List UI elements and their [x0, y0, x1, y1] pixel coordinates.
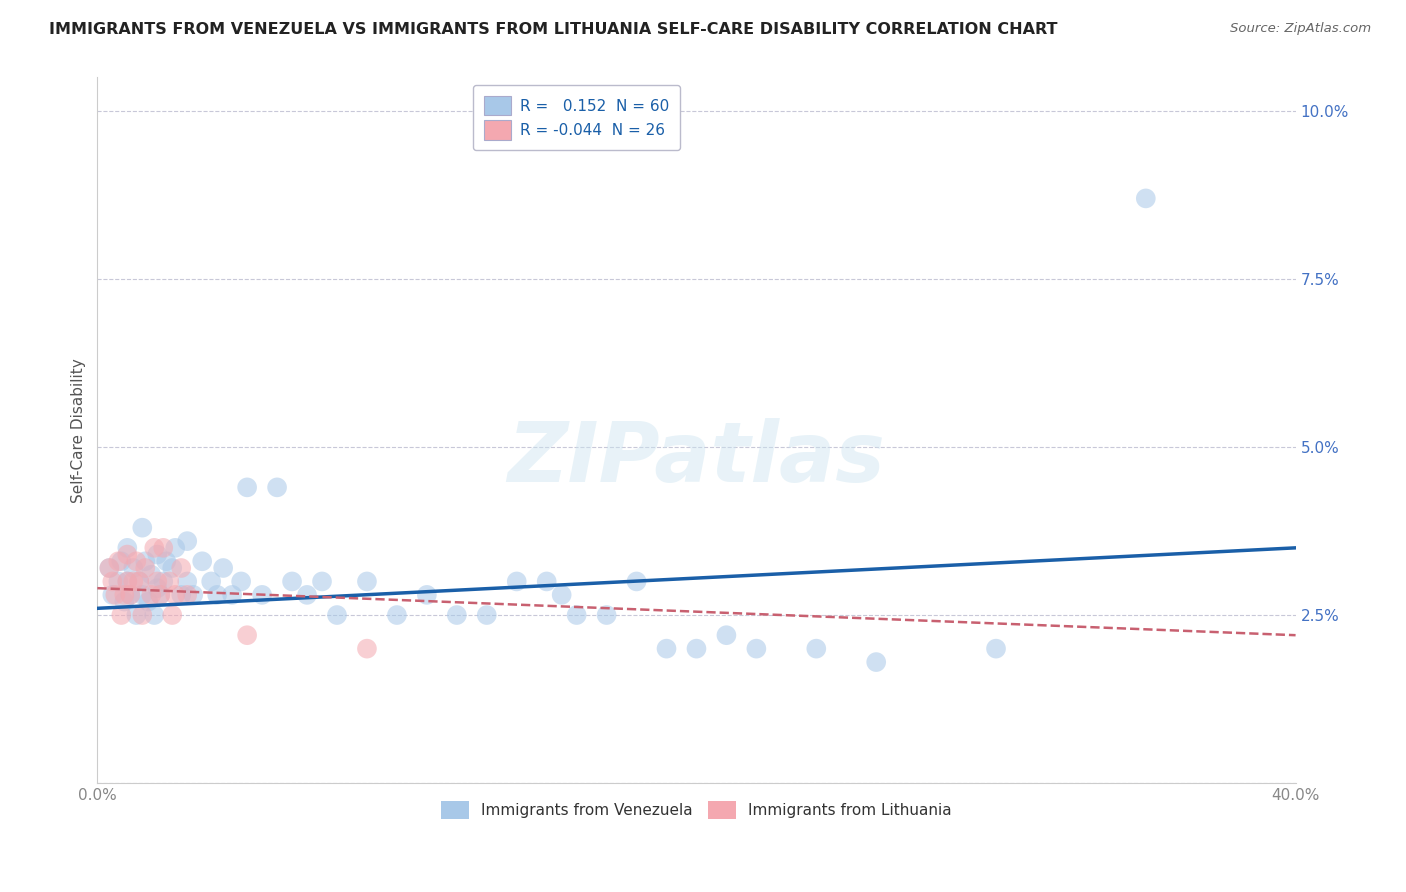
Point: [236, 480, 259, 494]
Point: [170, 588, 193, 602]
Point: [117, 574, 139, 589]
Y-axis label: Self-Care Disability: Self-Care Disability: [72, 358, 86, 502]
Point: [125, 554, 148, 568]
Point: [101, 574, 124, 589]
Point: [984, 641, 1007, 656]
Point: [165, 588, 187, 602]
Point: [231, 574, 253, 589]
Point: [98, 561, 121, 575]
Point: [149, 588, 172, 602]
Point: [446, 608, 468, 623]
Point: [475, 608, 498, 623]
Point: [107, 574, 129, 589]
Point: [626, 574, 648, 589]
Point: [205, 588, 228, 602]
Point: [128, 574, 150, 589]
Point: [131, 521, 153, 535]
Point: [141, 588, 163, 602]
Legend: Immigrants from Venezuela, Immigrants from Lithuania: Immigrants from Venezuela, Immigrants fr…: [436, 795, 957, 825]
Point: [416, 588, 439, 602]
Text: ZIPatlas: ZIPatlas: [508, 418, 886, 499]
Point: [356, 574, 378, 589]
Point: [176, 588, 198, 602]
Point: [155, 554, 177, 568]
Point: [117, 541, 139, 555]
Point: [128, 574, 150, 589]
Point: [146, 548, 169, 562]
Point: [141, 567, 163, 582]
Text: Source: ZipAtlas.com: Source: ZipAtlas.com: [1230, 22, 1371, 36]
Point: [745, 641, 768, 656]
Point: [134, 554, 156, 568]
Point: [165, 541, 187, 555]
Point: [356, 641, 378, 656]
Point: [716, 628, 738, 642]
Point: [122, 561, 145, 575]
Point: [806, 641, 828, 656]
Point: [131, 608, 153, 623]
Point: [281, 574, 304, 589]
Point: [120, 588, 142, 602]
Point: [112, 594, 135, 608]
Point: [146, 574, 169, 589]
Point: [98, 561, 121, 575]
Point: [865, 655, 887, 669]
Point: [107, 554, 129, 568]
Point: [191, 554, 214, 568]
Point: [506, 574, 529, 589]
Point: [295, 588, 318, 602]
Point: [117, 548, 139, 562]
Point: [149, 588, 172, 602]
Point: [266, 480, 288, 494]
Point: [152, 574, 174, 589]
Point: [157, 574, 180, 589]
Point: [250, 588, 273, 602]
Point: [236, 628, 259, 642]
Point: [221, 588, 243, 602]
Point: [112, 588, 135, 602]
Point: [146, 581, 169, 595]
Point: [200, 574, 222, 589]
Point: [120, 588, 142, 602]
Point: [117, 574, 139, 589]
Point: [385, 608, 408, 623]
Point: [162, 561, 184, 575]
Point: [122, 574, 145, 589]
Point: [550, 588, 572, 602]
Point: [143, 541, 166, 555]
Point: [536, 574, 558, 589]
Point: [176, 574, 198, 589]
Text: IMMIGRANTS FROM VENEZUELA VS IMMIGRANTS FROM LITHUANIA SELF-CARE DISABILITY CORR: IMMIGRANTS FROM VENEZUELA VS IMMIGRANTS …: [49, 22, 1057, 37]
Point: [170, 561, 193, 575]
Point: [595, 608, 617, 623]
Point: [176, 534, 198, 549]
Point: [152, 541, 174, 555]
Point: [1135, 191, 1157, 205]
Point: [326, 608, 349, 623]
Point: [131, 588, 153, 602]
Point: [212, 561, 235, 575]
Point: [685, 641, 707, 656]
Point: [655, 641, 678, 656]
Point: [136, 594, 159, 608]
Point: [181, 588, 204, 602]
Point: [162, 608, 184, 623]
Point: [565, 608, 588, 623]
Point: [110, 554, 132, 568]
Point: [104, 588, 127, 602]
Point: [134, 561, 156, 575]
Point: [311, 574, 333, 589]
Point: [110, 608, 132, 623]
Point: [143, 608, 166, 623]
Point: [101, 588, 124, 602]
Point: [125, 608, 148, 623]
